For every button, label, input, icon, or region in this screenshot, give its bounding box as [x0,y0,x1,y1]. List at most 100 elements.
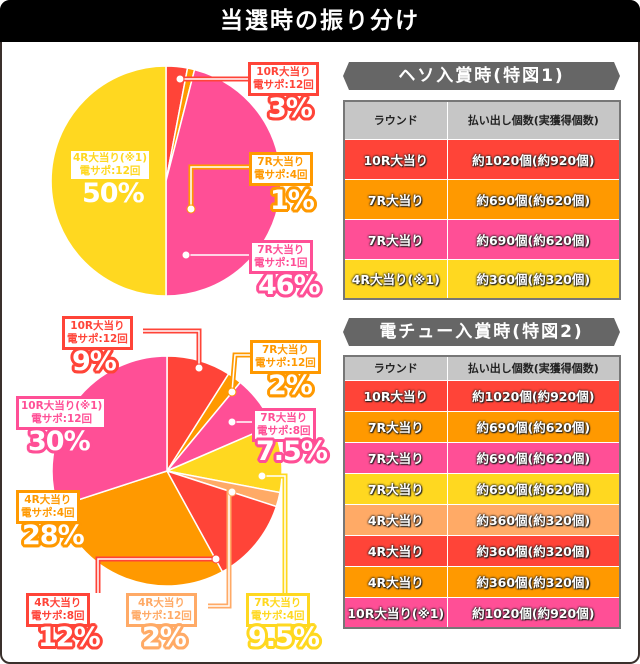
support-text: 電サポ:12回 [67,333,128,345]
round-cell: 10R大当り [343,379,448,412]
round-cell: 4R大当り [343,503,448,536]
support-text: 電サポ:1回 [254,257,308,269]
slice-percent: 12% [38,622,101,653]
support-text: 電サポ:4回 [251,610,305,622]
slice-label: 10R大当り 電サポ:12回 [248,62,319,96]
payout-cell: 約360個(約320個) [446,258,621,300]
round-text: 7R大当り [257,244,305,256]
payout-cell: 約1020個(約920個) [446,596,621,629]
round-cell: 7R大当り [343,410,448,443]
table-row: 4R大当り 約360個(約320個) [343,565,621,598]
round-text: 4R大当り(※1) [73,152,148,164]
column-header: ラウンド [343,355,448,381]
leader-dot [227,487,237,497]
round-text: 7R大当り [257,156,305,168]
table-row: 10R大当り(※1) 約1020個(約920個) [343,596,621,629]
payout-table: ラウンド 払い出し個数(実獲得個数) 10R大当り 約1020個(約920個) 7R大当… [343,355,621,629]
leader-line-inner [262,475,286,593]
column-header: 払い出し個数(実獲得個数) [446,355,621,381]
round-cell: 7R大当り [343,472,448,505]
slice-percent: 46% [258,270,321,301]
slice-label: 4R大当り 電サポ:8回 [26,593,90,627]
slice-percent: 28% [22,520,85,551]
support-text: 電サポ:4回 [254,169,308,181]
slice-percent: 30% [28,426,91,457]
round-text: 7R大当り [260,412,308,424]
round-text: 10R大当り [256,66,311,78]
slice-label: 4R大当り 電サポ:4回 [16,490,80,524]
leader-dot [181,250,191,260]
payout-cell: 約360個(約320個) [446,565,621,598]
slice-label: 10R大当り 電サポ:12回 [62,316,133,350]
slice-percent: 7.5% [256,436,328,467]
pie1-slice-3 [165,68,282,297]
slice-percent: 2% [268,370,313,401]
table-row: 7R大当り 約690個(約620個) [343,441,621,474]
pie2-slice-6 [165,469,278,573]
support-text: 電サポ:12回 [253,79,314,91]
leader-dot [186,204,196,214]
round-text: 4R大当り [24,494,72,506]
table-row: 10R大当り 約1020個(約920個) [343,379,621,412]
payout-cell: 約1020個(約920個) [446,138,621,180]
slice-label: 7R大当り 電サポ:1回 [249,240,313,274]
table-row: 4R大当り(※1) 約360個(約320個) [343,258,621,300]
slice-label: 7R大当り 電サポ:4回 [246,593,310,627]
round-cell: 10R大当り [343,138,448,180]
payout-cell: 約690個(約620個) [446,218,621,260]
payout-cell: 約690個(約620個) [446,178,621,220]
table-row: 7R大当り 約690個(約620個) [343,218,621,260]
leader-line-inner [231,354,250,393]
round-cell: 7R大当り [343,441,448,474]
leader-line-inner [143,330,200,368]
table-header: ラウンド 払い出し個数(実獲得個数) [343,355,621,381]
slice-label: 7R大当り 電サポ:4回 [249,152,313,186]
payout-cell: 約690個(約620個) [446,472,621,505]
round-text: 10R大当り(※1) [21,400,103,412]
round-cell: 4R大当り(※1) [343,258,448,300]
table-heading: 電チュー入賞時(特図2) [343,318,620,346]
table-row: 10R大当り 約1020個(約920個) [343,138,621,180]
slice-label: 10R大当り(※1) 電サポ:12回 [16,396,108,430]
round-text: 10R大当り [70,320,125,332]
support-text: 電サポ:8回 [257,425,311,437]
leader-line-inner [97,558,216,593]
leader-dot [211,554,221,564]
table-row: 4R大当り 約360個(約320個) [343,503,621,536]
column-header: 払い出し個数(実獲得個数) [446,100,621,140]
table-header: ラウンド 払い出し個数(実獲得個数) [343,100,621,140]
table-heading: ヘソ入賞時(特図1) [343,62,620,90]
payout-cell: 約360個(約320個) [446,503,621,536]
slice-percent: 2% [142,622,187,653]
support-text: 電サポ:8回 [31,610,85,622]
payout-cell: 約360個(約320個) [446,534,621,567]
support-text: 電サポ:12回 [79,165,141,177]
column-header: ラウンド [343,100,448,140]
slice-percent: 9% [72,346,117,377]
slice-percent: 9.5% [248,622,320,653]
leader-line-inner [190,166,249,209]
round-text: 7R大当り [261,344,309,356]
table-row: 4R大当り 約360個(約320個) [343,534,621,567]
payout-cell: 約690個(約620個) [446,441,621,474]
page-title: 当選時の振り分け [0,0,640,42]
slice-label: 4R大当り(※1) 電サポ:12回 [68,148,153,182]
leader-dot [257,471,267,481]
round-cell: 7R大当り [343,218,448,260]
slice-percent: 3% [268,93,313,124]
leader-dot [175,74,185,84]
slice-label: 7R大当り 電サポ:12回 [250,340,321,374]
table-row: 7R大当り 約690個(約620個) [343,410,621,443]
support-text: 電サポ:12回 [131,610,192,622]
round-text: 7R大当り [254,597,302,609]
table-row: 7R大当り 約690個(約620個) [343,178,621,220]
leader-dot [194,363,204,373]
round-cell: 10R大当り(※1) [343,596,448,629]
payout-cell: 約1020個(約920個) [446,379,621,412]
support-text: 電サポ:12回 [31,413,93,425]
support-text: 電サポ:4回 [21,507,75,519]
slice-label: 4R大当り 電サポ:12回 [126,593,197,627]
leader-dot [227,387,237,397]
round-cell: 4R大当り [343,565,448,598]
slice-percent: 1% [270,185,315,216]
